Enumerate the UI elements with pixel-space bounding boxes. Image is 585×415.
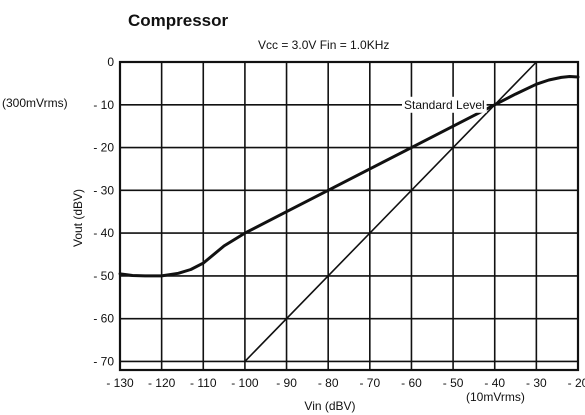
x-axis-label: Vin (dBV) <box>304 399 355 413</box>
unity-reference-line <box>244 61 537 362</box>
grid <box>118 60 580 372</box>
x-tick-label: - 80 <box>318 376 339 390</box>
y-axis-label: Vout (dBV) <box>71 189 85 247</box>
x-tick-label: - 120 <box>148 376 176 390</box>
x-side-label: (10mVrms) <box>466 390 525 404</box>
series <box>118 61 580 362</box>
y-tick-label: - 30 <box>93 183 114 197</box>
y-tick-label: 0 <box>107 55 114 69</box>
y-tick-label: - 70 <box>93 354 114 368</box>
y-side-label: (300mVrms) <box>2 96 68 110</box>
x-tick-label: - 30 <box>526 376 547 390</box>
x-tick-label: - 50 <box>443 376 464 390</box>
y-tick-label: - 40 <box>93 226 114 240</box>
y-tick-label: - 20 <box>93 141 114 155</box>
plot-frame <box>118 60 580 372</box>
x-tick-label: - 130 <box>106 376 134 390</box>
chart-title: Compressor <box>128 11 229 30</box>
x-tick-label: - 60 <box>401 376 422 390</box>
x-tick-label: - 70 <box>359 376 380 390</box>
label-background <box>401 96 487 113</box>
chart-subtitle: Vcc = 3.0V Fin = 1.0KHz <box>258 38 389 52</box>
y-tick-label: - 60 <box>93 312 114 326</box>
annotations: Standard Level <box>401 96 495 113</box>
tick-labels: - 130- 120- 110- 100- 90- 80- 70- 60- 50… <box>93 55 585 390</box>
standard-level-label: Standard Level <box>404 98 485 112</box>
x-tick-label: - 90 <box>276 376 297 390</box>
y-tick-label: - 10 <box>93 98 114 112</box>
x-tick-label: - 20 <box>568 376 585 390</box>
y-tick-label: - 50 <box>93 269 114 283</box>
x-tick-label: - 100 <box>231 376 259 390</box>
compressor-output-curve <box>118 75 580 278</box>
x-tick-label: - 110 <box>190 376 217 390</box>
x-tick-label: - 40 <box>484 376 505 390</box>
